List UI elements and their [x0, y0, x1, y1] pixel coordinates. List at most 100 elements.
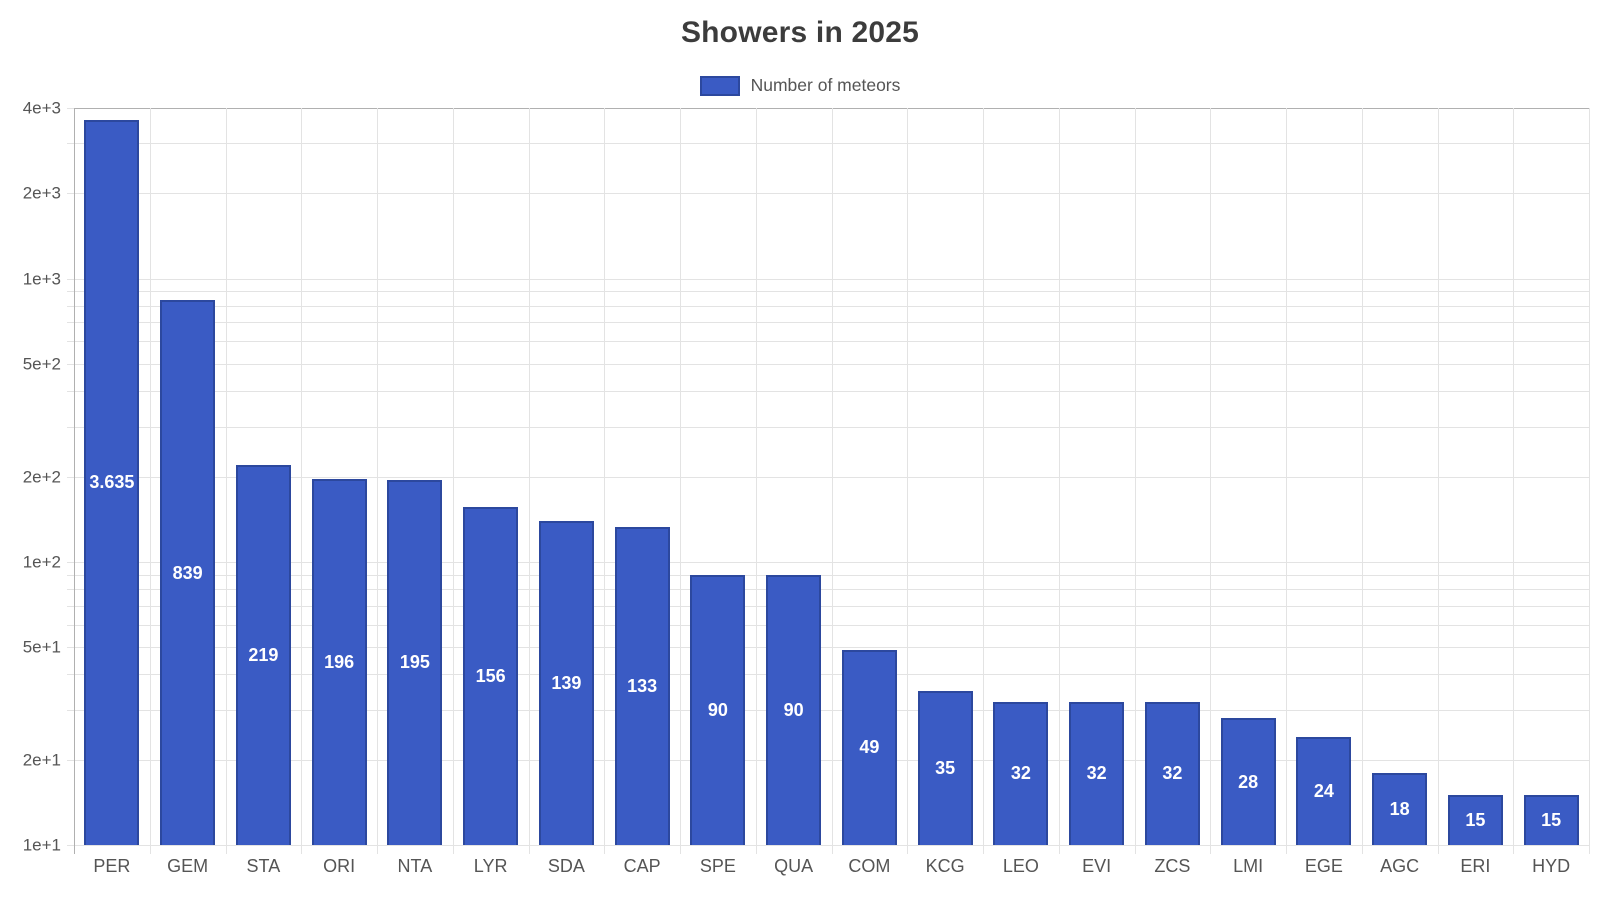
- x-axis-label-zcs: ZCS: [1154, 856, 1191, 876]
- y-tick-label: 1e+2: [22, 552, 61, 572]
- category-gridline: [528, 108, 530, 854]
- bar-hyd[interactable]: [1523, 795, 1579, 845]
- y-tick-label: 2e+3: [22, 183, 61, 203]
- bar-lmi[interactable]: [1220, 718, 1276, 845]
- bar-value-label: 196: [324, 651, 355, 672]
- category-gridline: [1058, 108, 1060, 854]
- x-axis-label-leo: LEO: [1002, 856, 1039, 876]
- bar-zcs[interactable]: [1144, 701, 1200, 845]
- x-axis-label-sta: STA: [246, 856, 281, 876]
- bar-value-label: 32: [1162, 763, 1183, 784]
- category-gridline: [225, 108, 227, 854]
- y-tick: [67, 759, 74, 761]
- legend-swatch: [699, 75, 740, 96]
- y-tick: [67, 363, 74, 365]
- bar-agc[interactable]: [1372, 772, 1428, 845]
- bar-lyr[interactable]: [463, 507, 519, 845]
- category-gridline: [452, 108, 454, 854]
- category-gridline: [1286, 108, 1287, 854]
- category-gridline: [377, 108, 378, 854]
- chart-title: Showers in 2025: [680, 16, 920, 49]
- y-minor-tick: [67, 574, 74, 576]
- x-axis-label-cap: CAP: [623, 856, 661, 876]
- bar-value-label: 839: [172, 562, 203, 583]
- y-tick-label: 5e+1: [22, 637, 61, 657]
- y-minor-tick: [67, 589, 74, 591]
- category-gridline: [301, 108, 303, 854]
- bar-value-label: 28: [1238, 771, 1259, 792]
- bar-qua[interactable]: [766, 574, 822, 845]
- bar-value-label: 35: [935, 757, 956, 778]
- x-axis-label-lmi: LMI: [1233, 856, 1264, 876]
- bar-ori[interactable]: [311, 478, 367, 845]
- category-gridline: [149, 108, 151, 854]
- category-gridline: [680, 108, 681, 854]
- category-gridline: [1210, 108, 1212, 854]
- y-minor-tick: [67, 391, 74, 393]
- y-tick-label: 4e+3: [22, 98, 61, 118]
- y-minor-tick: [67, 709, 74, 711]
- bar-value-label: 133: [627, 675, 658, 696]
- bar-value-label: 15: [1465, 810, 1486, 831]
- bar-value-label: 90: [707, 699, 728, 720]
- bar-value-label: 139: [551, 673, 582, 694]
- y-tick: [67, 476, 74, 478]
- bar-spe[interactable]: [690, 574, 746, 845]
- x-axis-label-com: COM: [848, 856, 891, 876]
- category-gridline: [983, 108, 984, 854]
- bar-cap[interactable]: [614, 526, 670, 845]
- x-axis-label-lyr: LYR: [473, 856, 508, 876]
- y-tick-label: 1e+3: [22, 269, 61, 289]
- y-minor-tick: [67, 674, 74, 676]
- bar-value-label: 32: [1010, 763, 1031, 784]
- x-axis-label-spe: SPE: [699, 856, 736, 876]
- bar-sda[interactable]: [538, 521, 594, 845]
- category-gridline: [1134, 108, 1136, 854]
- bar-value-label: 3.635: [89, 472, 135, 493]
- legend-label: Number of meteors: [750, 75, 901, 95]
- x-axis-label-qua: QUA: [774, 856, 814, 876]
- category-gridline: [1513, 108, 1515, 854]
- bar-ege[interactable]: [1296, 737, 1352, 845]
- y-minor-tick: [67, 143, 74, 145]
- y-tick: [67, 561, 74, 563]
- y-minor-tick: [67, 624, 74, 626]
- y-minor-tick: [67, 341, 74, 343]
- x-axis-label-hyd: HYD: [1532, 856, 1571, 876]
- y-tick-label: 5e+2: [22, 354, 61, 374]
- bar-value-label: 49: [859, 737, 880, 758]
- category-gridline: [604, 108, 606, 854]
- bar-kcg[interactable]: [917, 690, 973, 845]
- x-axis-label-gem: GEM: [167, 856, 209, 876]
- bar-com[interactable]: [841, 649, 897, 845]
- x-axis-label-sda: SDA: [547, 856, 585, 876]
- y-minor-tick: [67, 305, 74, 307]
- y-axis-line: [74, 108, 75, 854]
- bar-value-label: 90: [783, 699, 804, 720]
- y-tick-label: 2e+1: [22, 750, 61, 770]
- x-axis-label-agc: AGC: [1380, 856, 1420, 876]
- category-gridline: [1361, 108, 1363, 854]
- x-axis-label-nta: NTA: [397, 856, 433, 876]
- category-gridline: [755, 108, 757, 854]
- bar-per[interactable]: [84, 119, 140, 845]
- bar-value-label: 219: [248, 645, 279, 666]
- category-gridline: [831, 108, 833, 854]
- bar-leo[interactable]: [993, 701, 1049, 845]
- category-gridline: [907, 108, 909, 854]
- bar-gem[interactable]: [160, 300, 216, 845]
- bar-eri[interactable]: [1447, 795, 1503, 845]
- legend-item-number-of-meteors[interactable]: Number of meteors: [0, 75, 1600, 96]
- y-tick: [67, 278, 74, 280]
- bar-sta[interactable]: [235, 465, 291, 845]
- y-tick: [67, 845, 74, 846]
- bar-nta[interactable]: [387, 479, 443, 845]
- bar-value-label: 24: [1313, 781, 1334, 802]
- x-axis-label-ori: ORI: [323, 856, 356, 876]
- y-minor-tick: [67, 322, 74, 324]
- y-tick: [67, 193, 74, 195]
- y-tick: [67, 108, 74, 109]
- y-minor-tick: [67, 605, 74, 607]
- bar-evi[interactable]: [1069, 701, 1125, 845]
